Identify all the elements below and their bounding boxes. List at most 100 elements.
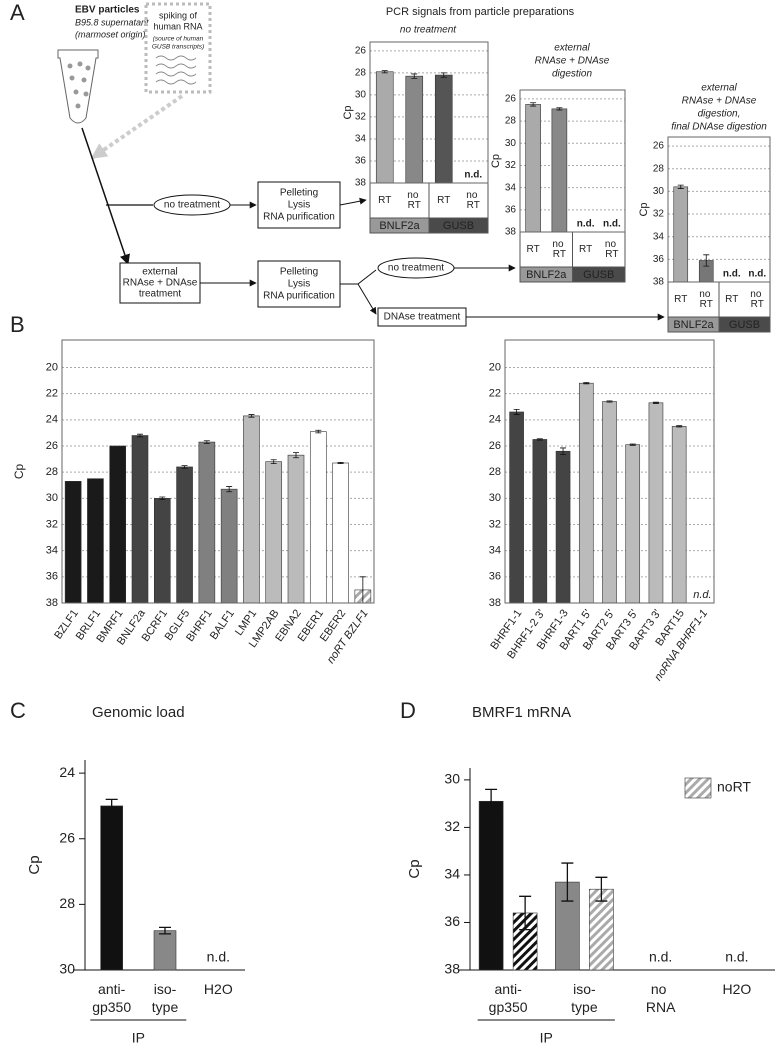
y-tick-label: 30 <box>46 492 58 504</box>
y-tick-label: 34 <box>46 545 58 557</box>
chart-title: final DNAse digestion <box>671 122 767 133</box>
category-label: no RT <box>750 289 764 310</box>
y-tick-label: 34 <box>355 134 367 145</box>
bar <box>287 454 305 604</box>
chart-title: digestion <box>552 69 592 80</box>
not-detected-label: n.d. <box>207 949 230 965</box>
category-label: no RT <box>699 289 713 310</box>
step-text: Lysis <box>288 200 310 211</box>
error-bar <box>270 459 277 465</box>
tube <box>57 49 99 124</box>
group-cell <box>428 217 489 234</box>
not-detected-label: n.d. <box>577 219 595 230</box>
label-line: RT <box>437 195 450 206</box>
bar <box>602 401 617 604</box>
label-line: anti- <box>98 981 126 997</box>
step-box <box>257 260 341 308</box>
error-bar <box>411 73 418 79</box>
error-bar <box>561 862 574 902</box>
error-bar <box>337 461 344 465</box>
error-bar <box>315 429 322 434</box>
error-bar <box>560 447 567 455</box>
bar <box>243 415 260 604</box>
error-bar <box>485 788 498 814</box>
group-label: BNLF2a <box>526 269 567 281</box>
bar <box>555 450 571 604</box>
y-tick-label: 24 <box>46 414 58 426</box>
bar <box>64 481 82 604</box>
step-text: external <box>142 267 178 278</box>
bar <box>220 488 238 604</box>
error-bar <box>181 465 188 469</box>
chart-title: no treatment <box>400 25 457 36</box>
category-label: RT <box>579 244 592 255</box>
y-tick-label: 34 <box>505 182 517 193</box>
flow-split <box>340 269 376 314</box>
error-bar <box>629 443 636 446</box>
bar <box>625 444 641 604</box>
bar <box>671 426 687 604</box>
y-tick-label: 24 <box>59 764 75 780</box>
not-detected-label: n.d. <box>693 589 711 601</box>
label-line: RT <box>725 294 738 305</box>
y-axis-label: Cp <box>26 855 43 874</box>
category-label: anti-gp350 <box>489 981 528 1015</box>
chart-title: RNAse + DNAse <box>535 56 610 67</box>
group-cell <box>572 266 626 283</box>
workflow-diagram: PCR signals from particle preparations E… <box>57 2 665 327</box>
group-label: IP <box>540 1030 553 1046</box>
source-title: EBV particles <box>75 5 140 16</box>
category-label: no RT <box>407 190 421 211</box>
bar <box>375 71 394 184</box>
y-tick-label: 34 <box>653 231 665 242</box>
flow-arrow <box>81 127 130 265</box>
error-bar <box>583 382 590 385</box>
plot-frame <box>667 136 771 283</box>
chart-title: BMRF1 mRNA <box>472 704 571 721</box>
label-line: anti- <box>495 981 523 997</box>
error-bar <box>652 401 659 404</box>
label-line: RT <box>408 200 421 211</box>
y-tick-label: 28 <box>59 895 75 911</box>
y-tick-label: 36 <box>505 204 517 215</box>
y-tick-label: 38 <box>355 178 367 189</box>
category-label: anti-gp350 <box>92 981 131 1015</box>
group-label: IP <box>132 1030 145 1046</box>
spike-arrow <box>90 94 184 160</box>
error-bar <box>381 70 388 74</box>
y-tick-label: 36 <box>46 571 58 583</box>
step-text: Pelleting <box>280 267 318 278</box>
category-label: H2O <box>204 981 233 997</box>
label-line: RT <box>700 299 713 310</box>
bar <box>332 462 349 604</box>
error-bar <box>595 876 608 902</box>
not-detected-label: n.d. <box>748 269 766 280</box>
step-text: RNAse + DNAse <box>123 278 198 289</box>
label-line: H2O <box>204 981 233 997</box>
chart-title: RNAse + DNAse <box>682 96 757 107</box>
group-label: BNLF2a <box>673 319 714 331</box>
step-text: RNA purification <box>263 212 335 223</box>
error-bar <box>606 400 613 403</box>
y-tick-label: 28 <box>46 466 58 478</box>
not-detected-label: n.d. <box>649 949 672 965</box>
step-text: DNAse treatment <box>384 312 461 323</box>
category-label: RT <box>437 195 450 206</box>
y-tick-label: 32 <box>444 818 460 834</box>
category-label: no RT <box>552 239 566 260</box>
error-bar <box>293 452 299 459</box>
spike-note: GUSB transcripts) <box>152 44 204 51</box>
panel-label: B <box>10 312 25 337</box>
y-tick-label: 28 <box>653 163 665 174</box>
bar <box>648 402 664 604</box>
chart-title: external <box>554 43 590 54</box>
bar <box>198 441 216 604</box>
label-line: iso- <box>154 981 177 997</box>
y-tick-label: 32 <box>489 518 501 530</box>
label-line: gp350 <box>489 999 528 1015</box>
y-tick-label: 26 <box>505 94 517 105</box>
y-tick-label: 34 <box>489 545 501 557</box>
error-bar <box>137 433 143 438</box>
y-tick-label: 30 <box>489 492 501 504</box>
error-bar <box>556 107 563 111</box>
